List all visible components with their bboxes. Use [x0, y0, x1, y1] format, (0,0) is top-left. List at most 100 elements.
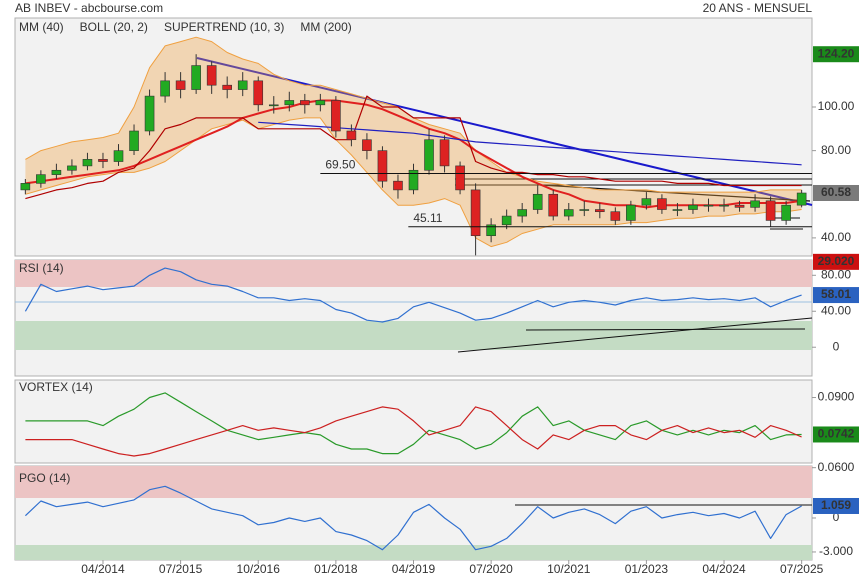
x-tick-label: 07/2020	[469, 562, 513, 576]
candle-body	[765, 200, 776, 221]
bollinger-lower	[25, 117, 802, 248]
candle-body	[657, 198, 667, 210]
candle-body	[191, 65, 201, 90]
candle-body	[36, 174, 46, 184]
candle-body	[82, 159, 93, 167]
x-tick-label: 10/2016	[237, 562, 281, 576]
chart-title: AB INBEV - abcbourse.com	[15, 1, 163, 15]
y-tick-label: -3.000	[819, 544, 853, 558]
y-tick-label: 0	[833, 339, 840, 353]
value-box	[813, 46, 859, 63]
candle-body	[750, 200, 760, 208]
level-label: 45.11	[413, 211, 442, 225]
pgo-low-zone	[15, 545, 812, 560]
candle-body	[641, 198, 652, 206]
candle-body	[144, 95, 155, 132]
value-box	[813, 253, 859, 270]
candle-body	[268, 104, 279, 107]
indicator-line	[258, 121, 802, 166]
candle-body	[67, 165, 77, 171]
panel-title: RSI (14)	[19, 261, 64, 275]
y-tick-label: 80.00	[821, 143, 851, 157]
x-tick-label: 01/2018	[314, 562, 358, 576]
y-tick-label: 40.00	[821, 230, 851, 244]
candle-body	[781, 204, 791, 221]
candle-body	[129, 130, 139, 151]
panel-title: PGO (14)	[19, 471, 70, 485]
rsi-oversold-zone	[15, 321, 812, 350]
value-box	[813, 426, 859, 443]
x-tick-label: 04/2019	[392, 562, 436, 576]
legend-entry: MM (200)	[300, 20, 351, 34]
trend-lines	[196, 57, 813, 506]
candle-body	[408, 169, 419, 191]
value-box-label: 29.020	[818, 254, 855, 268]
candle-body	[501, 215, 512, 226]
candle-body	[470, 189, 481, 237]
candle-body	[113, 150, 124, 162]
legend-entry: SUPERTREND (10, 3)	[164, 20, 284, 34]
candle-body	[284, 100, 295, 106]
legend-entry: BOLL (20, 2)	[80, 20, 148, 34]
candle-body	[315, 100, 326, 106]
candle-body	[51, 169, 62, 175]
indicator-line	[25, 95, 802, 200]
trend-line	[457, 317, 813, 353]
value-box-label: 0.0742	[818, 427, 855, 441]
trend-line	[196, 57, 813, 206]
indicator-line	[24, 485, 802, 551]
candle-body	[346, 130, 357, 141]
candle-body	[160, 80, 170, 97]
candle-body	[672, 209, 683, 211]
indicator-line	[24, 267, 802, 323]
price-panel	[14, 17, 813, 257]
candle-body	[579, 209, 590, 211]
candle-body	[424, 139, 434, 171]
candle-body	[703, 204, 714, 207]
bollinger-fill	[25, 37, 802, 247]
candle-body	[175, 80, 186, 90]
indicator-line	[25, 392, 802, 455]
value-box-label: 124.20	[818, 46, 855, 60]
candle-body	[300, 100, 310, 106]
indicator-line	[25, 99, 802, 209]
y-tick-label: 0.0900	[818, 390, 855, 404]
candle-body	[486, 224, 496, 237]
y-tick-label: 100.00	[818, 99, 855, 113]
candle-body	[455, 165, 465, 191]
candle-body	[362, 139, 372, 151]
value-box	[813, 287, 859, 304]
candle-body	[222, 84, 232, 90]
candle-body	[532, 193, 543, 210]
candle-body	[377, 150, 388, 182]
y-tick-label: 40.00	[821, 303, 851, 317]
candle-body	[796, 192, 807, 206]
candle-body	[331, 100, 341, 132]
candle-body	[517, 209, 527, 217]
y-tick-label: 0	[833, 510, 840, 524]
value-box-label: 58.01	[821, 287, 851, 301]
candle-body	[719, 204, 729, 207]
candle-body	[98, 159, 108, 162]
candle-body	[626, 204, 636, 221]
candle-body	[20, 183, 31, 191]
candle-body	[595, 209, 605, 213]
level-label: 69.50	[325, 158, 355, 172]
value-box-label: 60.58	[821, 185, 851, 199]
x-tick-label: 04/2024	[702, 562, 746, 576]
indicator-line	[25, 406, 802, 457]
value-box-label: 1.059	[821, 498, 851, 512]
x-tick-label: 01/2023	[625, 562, 669, 576]
pgo-high-zone	[15, 466, 812, 498]
trend-line	[525, 328, 806, 331]
candle-body	[688, 204, 698, 210]
panel-title: VORTEX (14)	[19, 380, 93, 394]
x-tick-label: 07/2025	[780, 562, 824, 576]
x-tick-label: 07/2015	[159, 562, 203, 576]
legend-entry: MM (40)	[19, 20, 64, 34]
x-tick-label: 04/2014	[81, 562, 125, 576]
candle-body	[610, 211, 621, 221]
candle-body	[734, 204, 745, 208]
candle-body	[237, 80, 248, 90]
